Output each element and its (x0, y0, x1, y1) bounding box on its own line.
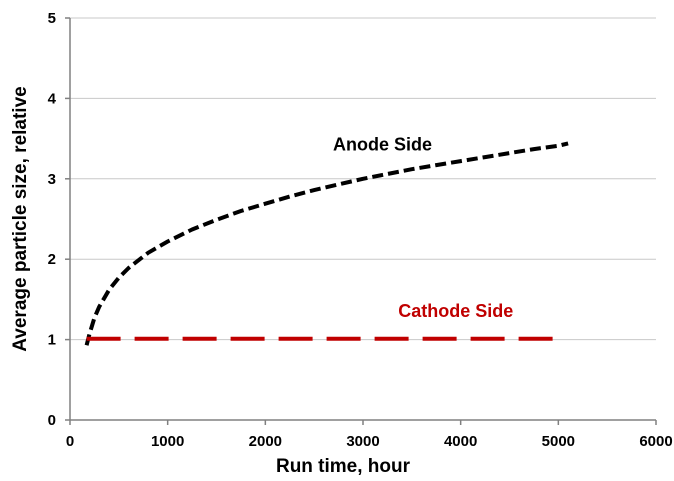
x-tick-label-4000: 4000 (444, 433, 477, 450)
tick-labels: 0 1000 2000 3000 4000 5000 6000 0 1 2 3 4 5 (48, 10, 673, 450)
x-tick-label-3000: 3000 (346, 433, 379, 450)
y-tick-label-2: 2 (48, 251, 56, 268)
series-layer (84, 141, 569, 346)
x-tick-label-6000: 6000 (639, 433, 672, 450)
y-tick-label-3: 3 (48, 171, 56, 188)
y-tick-label-5: 5 (48, 10, 56, 27)
series-label-anode: Anode Side (333, 135, 432, 155)
y-tick-label-1: 1 (48, 332, 56, 349)
series-label-cathode: Cathode Side (398, 301, 513, 321)
x-tick-label-5000: 5000 (542, 433, 575, 450)
x-axis-title: Run time, hour (276, 456, 411, 477)
x-tick-label-2000: 2000 (249, 433, 282, 450)
x-tick-label-1000: 1000 (151, 433, 184, 450)
y-axis-title: Average particle size, relative (10, 86, 31, 351)
y-tick-label-0: 0 (48, 412, 56, 429)
x-tick-label-0: 0 (66, 433, 74, 450)
axes (65, 17, 657, 425)
y-tick-label-4: 4 (48, 90, 57, 107)
